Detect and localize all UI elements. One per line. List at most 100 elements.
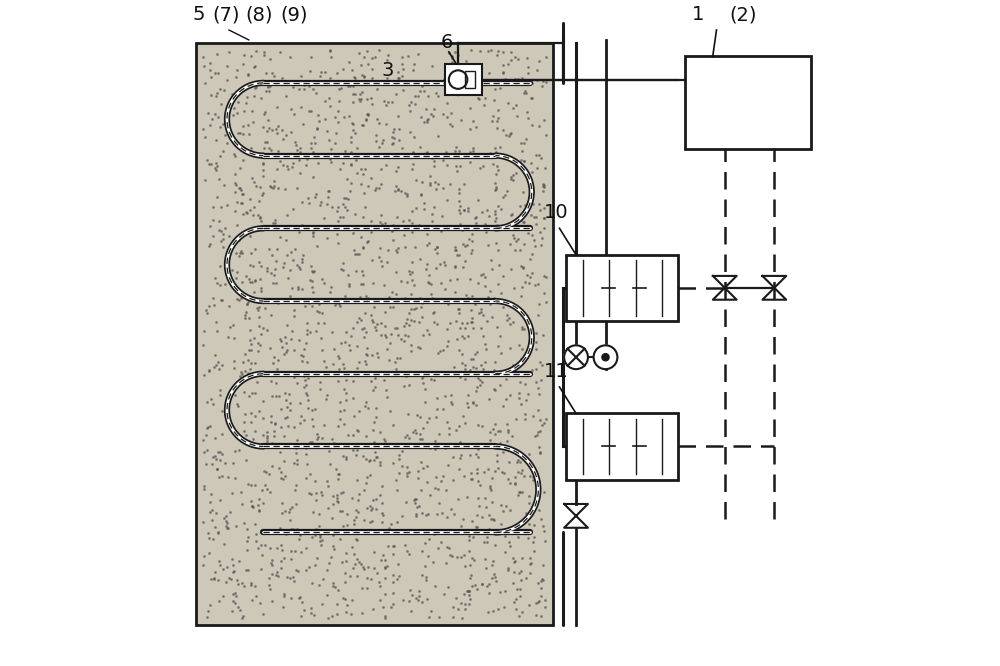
Point [454,613,470,623]
Point [238,455,254,466]
Point [250,338,266,348]
Point [388,180,404,191]
Point [531,149,547,160]
Point [216,513,232,523]
Point [348,266,364,276]
Point [323,143,339,154]
Point [388,288,404,299]
Point [298,379,314,390]
Point [319,476,335,486]
Point [513,215,529,226]
Point [279,344,295,355]
Point [480,464,496,474]
Point [468,386,484,396]
Point [351,248,367,259]
Point [435,109,451,119]
Point [285,204,301,214]
Point [473,304,489,314]
Point [207,67,223,78]
Point [528,376,544,387]
Point [300,192,316,203]
Point [463,316,479,327]
Point [472,380,488,390]
Point [511,487,527,498]
Point [476,536,492,547]
Point [385,138,401,149]
Point [385,548,401,559]
Point [259,484,275,494]
Point [477,224,493,234]
Point [477,280,493,291]
Point [311,116,327,127]
Point [493,348,509,358]
Point [452,201,468,212]
Point [220,472,236,482]
Point [232,605,248,615]
Point [200,422,216,432]
Point [312,529,328,540]
Point [488,237,504,248]
Point [457,240,473,251]
Point [233,366,249,377]
Point [388,363,404,374]
Point [355,561,371,572]
Point [197,132,213,143]
Point [447,244,463,255]
Point [364,254,380,265]
Point [523,157,539,168]
Point [243,51,259,61]
Point [362,516,378,527]
Point [228,72,244,83]
Point [508,604,524,615]
Point [491,150,507,161]
Point [421,413,437,424]
Point [372,460,388,470]
Point [385,598,401,609]
Point [505,553,521,563]
Point [510,234,526,244]
Point [264,391,280,402]
Point [448,222,464,232]
Point [399,189,415,200]
Point [235,59,251,70]
Point [434,507,450,518]
Point [293,71,309,82]
Point [358,114,374,125]
Point [251,505,267,516]
Point [351,556,367,567]
Point [342,81,358,92]
Point [285,441,301,452]
Point [290,284,306,294]
Point [265,218,281,228]
Point [391,468,407,479]
Point [384,226,400,236]
Point [232,141,248,151]
Point [457,599,473,609]
Point [372,490,388,501]
Point [515,262,531,272]
Point [479,204,495,215]
Point [514,464,530,475]
Point [236,386,252,397]
Point [357,356,373,366]
Point [471,308,487,318]
Point [221,573,237,583]
Point [465,532,481,543]
Point [202,507,218,517]
Point [481,510,497,521]
Point [461,589,477,600]
Point [316,318,332,329]
Point [439,97,455,108]
Point [469,509,485,520]
Point [378,385,394,396]
Point [294,254,310,265]
Point [332,406,348,416]
Point [394,446,410,456]
Point [441,428,457,439]
Point [204,459,220,470]
Point [484,263,500,274]
Point [381,355,397,366]
Point [277,294,293,305]
Point [236,227,252,238]
Point [255,413,271,424]
